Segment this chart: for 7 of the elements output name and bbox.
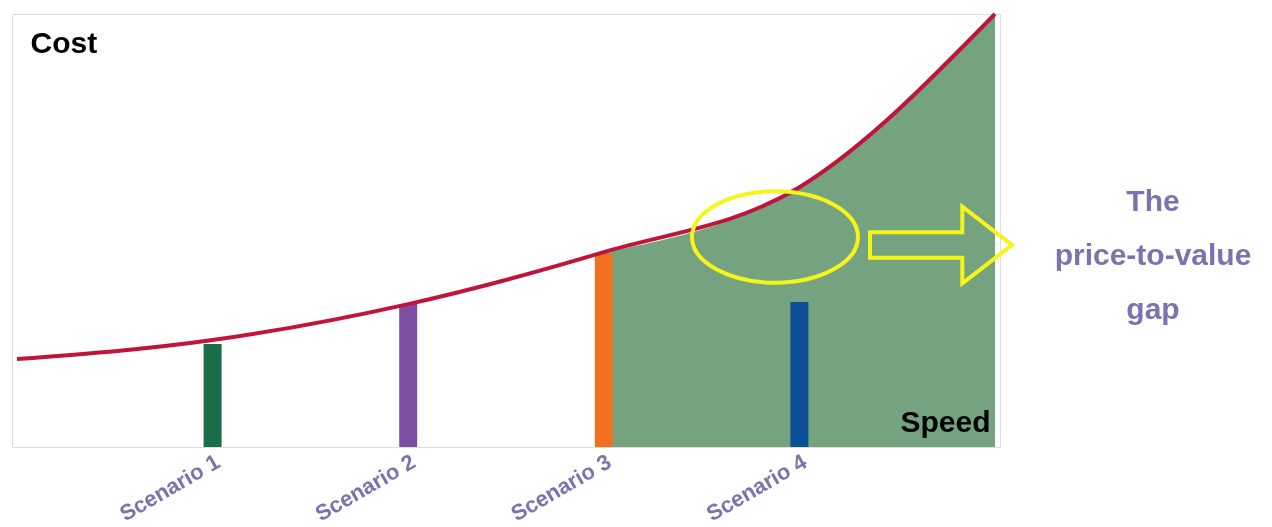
bar [399, 304, 418, 447]
x-axis-title: Speed [900, 404, 991, 438]
bar [594, 253, 613, 447]
text: The price-to-value gap [1054, 184, 1252, 325]
bar [790, 301, 809, 447]
bar [203, 343, 222, 447]
y-axis-title: Cost [30, 25, 98, 59]
